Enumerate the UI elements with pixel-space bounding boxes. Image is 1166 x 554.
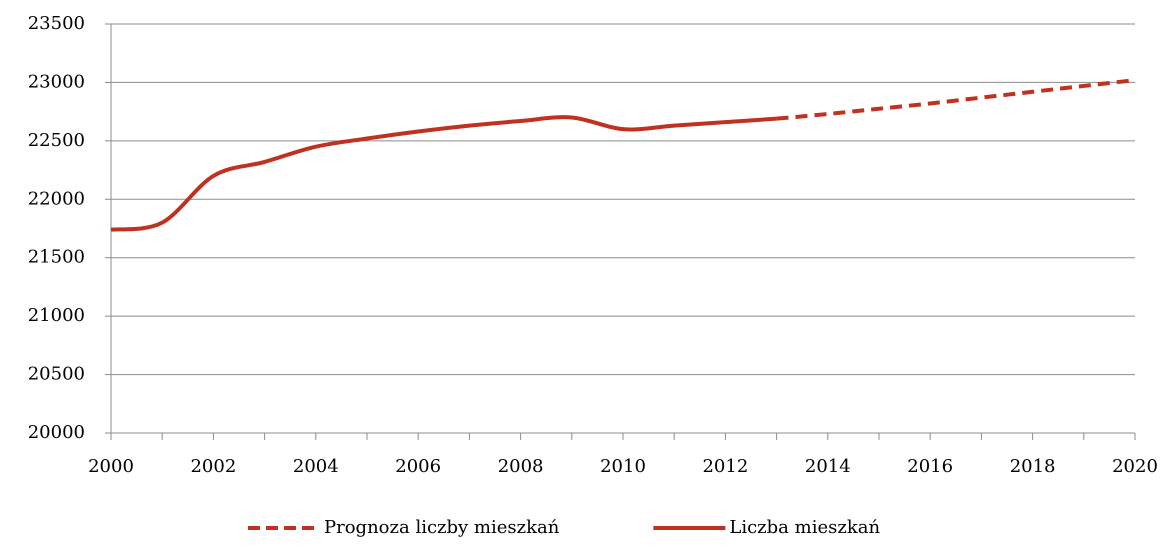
legend-label: Liczba mieszkań <box>729 517 880 538</box>
y-tick-label: 21000 <box>28 305 85 326</box>
line <box>110 115 777 232</box>
x-tick-label: 2014 <box>805 456 851 477</box>
x-tick-label: 2012 <box>702 456 748 477</box>
y-tick-label: 23000 <box>28 71 85 92</box>
y-tick-label: 20500 <box>28 364 85 385</box>
line <box>776 78 1136 121</box>
y-tick-label: 21500 <box>28 247 85 268</box>
x-tick-label: 2000 <box>88 456 134 477</box>
y-tick-label: 20000 <box>28 422 85 443</box>
x-tick-label: 2004 <box>293 456 339 477</box>
x-tick-label: 2010 <box>600 456 646 477</box>
y-tick-label: 22500 <box>28 130 85 151</box>
x-tick-label: 2018 <box>1010 456 1056 477</box>
y-tick-label: 23500 <box>28 13 85 34</box>
x-tick-label: 2008 <box>498 456 544 477</box>
x-tick-label: 2020 <box>1112 456 1158 477</box>
x-tick-label: 2006 <box>395 456 441 477</box>
x-tick-label: 2002 <box>190 456 236 477</box>
x-tick-label: 2016 <box>907 456 953 477</box>
y-tick-label: 22000 <box>28 188 85 209</box>
legend-label: Prognoza liczby mieszkań <box>324 517 560 538</box>
